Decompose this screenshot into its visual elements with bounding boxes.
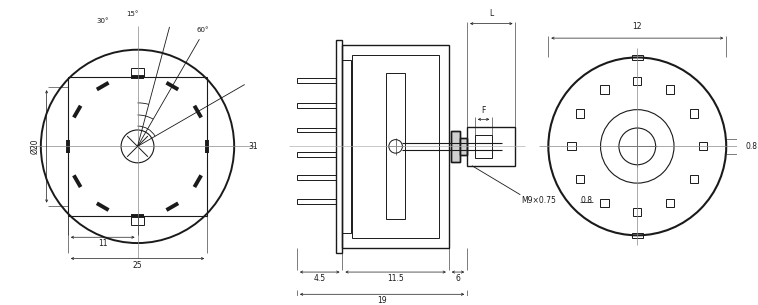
Bar	[343, 45, 449, 248]
Bar	[632, 55, 643, 60]
Bar	[352, 55, 439, 238]
Bar	[600, 85, 609, 94]
Bar	[297, 127, 336, 132]
Bar	[576, 175, 584, 183]
Text: 4.5: 4.5	[314, 274, 326, 283]
Text: 0.8: 0.8	[580, 196, 592, 205]
Text: M9×0.75: M9×0.75	[522, 196, 556, 205]
Text: 31: 31	[249, 142, 258, 151]
Bar	[131, 216, 144, 225]
Text: 25: 25	[133, 261, 143, 270]
Bar	[633, 77, 641, 85]
Bar	[666, 199, 675, 207]
Bar	[460, 138, 467, 155]
Bar	[297, 103, 336, 108]
Bar	[297, 78, 336, 83]
Bar	[632, 233, 643, 238]
Bar	[336, 40, 343, 253]
Text: 15°: 15°	[127, 11, 139, 17]
Text: 30°: 30°	[96, 18, 109, 24]
Bar	[467, 127, 515, 166]
Bar	[297, 199, 336, 204]
Bar	[343, 60, 351, 233]
Text: 0.8: 0.8	[746, 142, 757, 151]
Bar	[576, 109, 584, 118]
Bar	[666, 85, 675, 94]
Bar	[451, 131, 460, 162]
Bar	[451, 131, 460, 162]
Bar	[475, 135, 492, 158]
Bar	[568, 142, 575, 150]
Text: 60°: 60°	[197, 27, 209, 33]
Bar	[297, 152, 336, 156]
Bar	[690, 109, 698, 118]
Text: 11.5: 11.5	[387, 274, 404, 283]
Bar	[297, 175, 336, 180]
Bar	[633, 208, 641, 216]
Bar	[68, 77, 207, 216]
Bar	[460, 138, 467, 155]
Bar	[131, 68, 144, 77]
Text: 11: 11	[98, 239, 108, 248]
Text: 19: 19	[377, 296, 387, 305]
Text: F: F	[481, 106, 486, 115]
Text: 12: 12	[632, 23, 642, 31]
Text: L: L	[489, 9, 493, 18]
Bar	[699, 142, 707, 150]
Bar	[690, 175, 698, 183]
Text: 6: 6	[456, 274, 460, 283]
Bar	[386, 73, 406, 220]
Bar	[600, 199, 609, 207]
Text: Ø20: Ø20	[30, 139, 39, 154]
